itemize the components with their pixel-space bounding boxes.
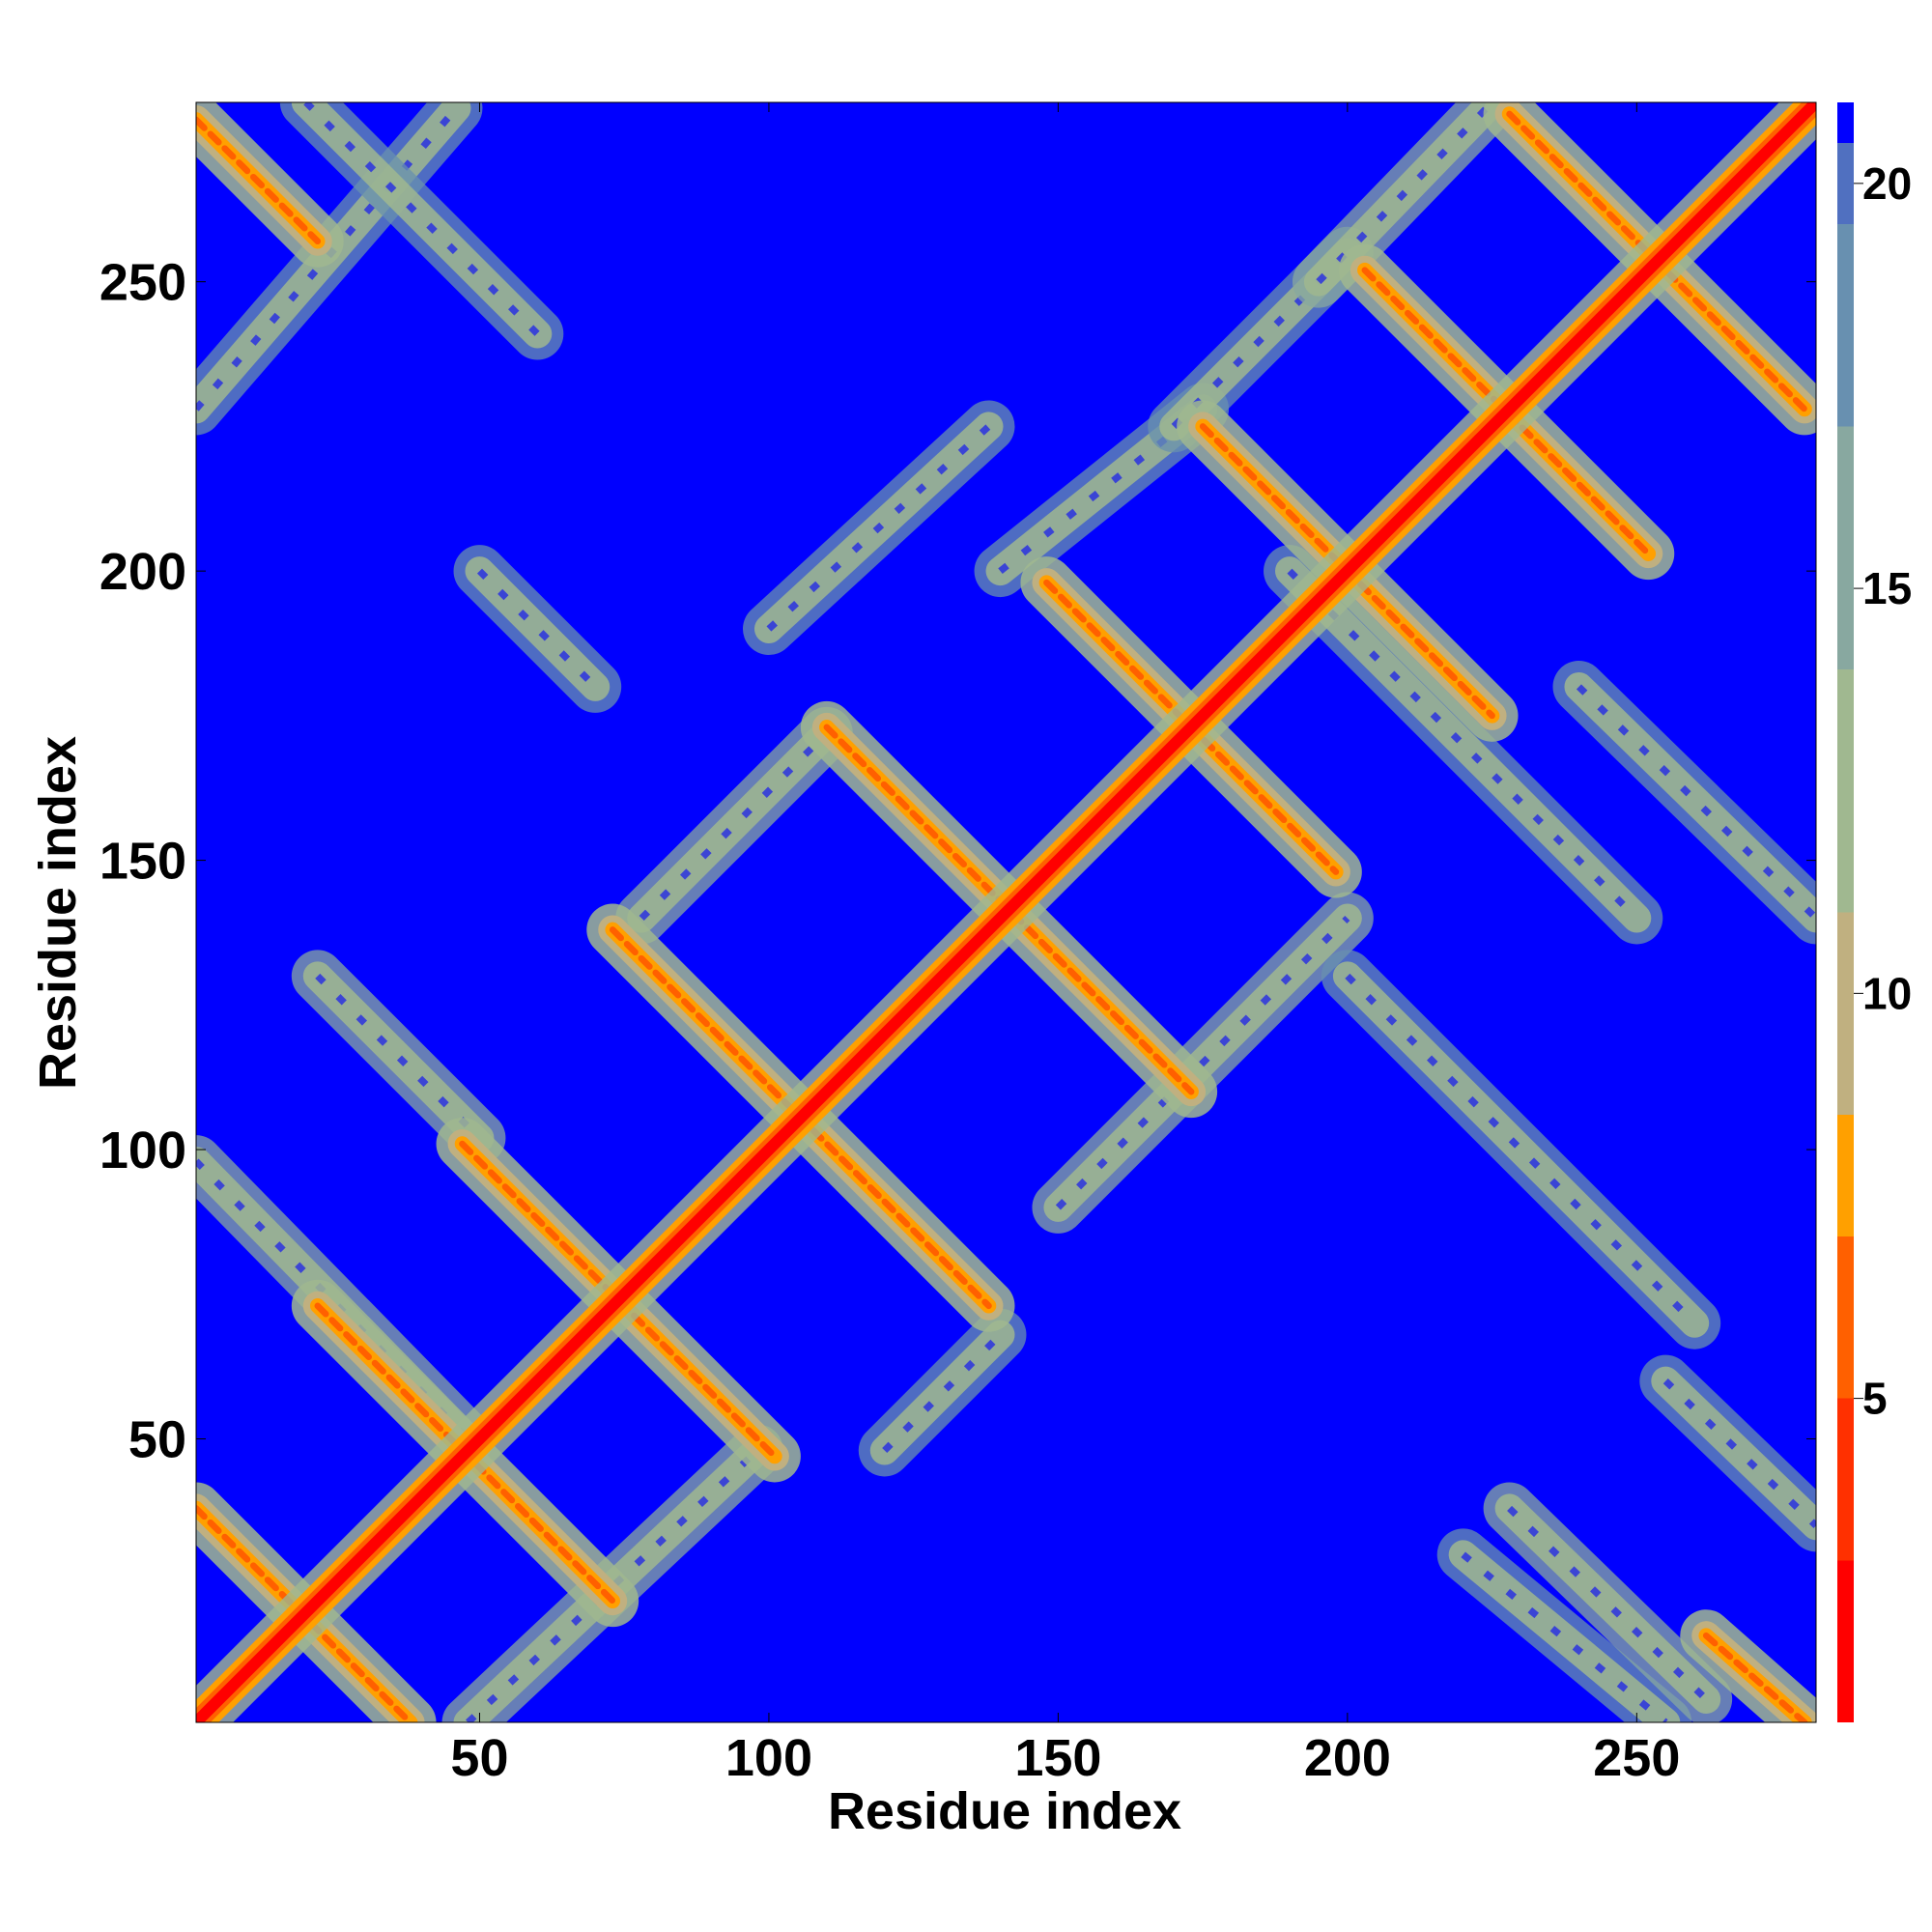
weak-band-core xyxy=(869,1320,1015,1465)
colorbar: 5 10 15 20 xyxy=(1837,102,1912,1722)
weak-band xyxy=(1552,660,1816,945)
colorbar-gradient xyxy=(1837,102,1854,1722)
weak-band-texture xyxy=(1316,102,1495,285)
colorbar-ticks: 5 10 15 20 xyxy=(1854,158,1912,1424)
x-axis-title: Residue index xyxy=(828,1782,1181,1840)
weak-band xyxy=(291,950,506,1165)
weak-band-texture xyxy=(1662,1378,1816,1528)
weak-band-core xyxy=(1564,671,1816,933)
colorbar-tick-label: 10 xyxy=(1862,968,1912,1018)
weak-band xyxy=(858,1308,1027,1477)
weak-band xyxy=(453,545,622,713)
weak-band-core xyxy=(302,961,495,1153)
weak-band-core xyxy=(627,718,841,933)
weak-band-texture xyxy=(766,423,991,632)
heatmap-plot-area xyxy=(195,101,1817,1723)
weak-band xyxy=(1483,1482,1733,1722)
weak-band xyxy=(742,400,1015,655)
x-tick-label: 150 xyxy=(1014,1729,1101,1787)
heatmap-bands xyxy=(196,102,1816,1722)
y-tick-label: 200 xyxy=(99,543,186,601)
weak-band xyxy=(279,102,564,360)
colorbar-tick-label: 20 xyxy=(1862,158,1912,209)
main-diagonal-core xyxy=(196,102,1816,1722)
weak-band-texture xyxy=(1055,915,1350,1210)
weak-band-core xyxy=(465,556,611,701)
x-tick-label: 50 xyxy=(450,1729,508,1787)
weak-band xyxy=(1264,545,1663,945)
strong-band-core xyxy=(196,116,322,245)
weak-band xyxy=(1321,950,1721,1350)
y-tick-label: 50 xyxy=(128,1411,186,1469)
strong-band xyxy=(1680,1609,1816,1722)
y-axis-ticks: 50 100 150 200 250 xyxy=(99,254,1816,1469)
weak-band xyxy=(1436,1528,1692,1722)
colorbar-tick-label: 5 xyxy=(1862,1374,1888,1424)
weak-band-texture xyxy=(196,105,460,412)
colorbar-tick-label: 15 xyxy=(1862,563,1912,613)
y-tick-label: 100 xyxy=(99,1122,186,1179)
weak-band-texture xyxy=(1345,973,1697,1326)
weak-band xyxy=(1639,1354,1816,1552)
strong-band-core xyxy=(1702,1632,1808,1722)
weak-band-core xyxy=(1448,1540,1681,1722)
y-axis-title: Residue index xyxy=(29,736,87,1090)
x-tick-label: 250 xyxy=(1593,1729,1680,1787)
weak-band xyxy=(615,706,853,945)
y-tick-label: 250 xyxy=(99,254,186,312)
weak-band-texture xyxy=(1287,568,1639,922)
plot-frame xyxy=(195,101,1817,1723)
x-tick-label: 100 xyxy=(725,1729,812,1787)
x-axis-ticks: 50 100 150 200 250 xyxy=(450,102,1680,1787)
weak-band xyxy=(1032,892,1374,1234)
x-tick-label: 200 xyxy=(1304,1729,1391,1787)
y-tick-label: 150 xyxy=(99,833,186,891)
weak-band-texture xyxy=(466,1447,760,1722)
main-diagonal xyxy=(196,102,1816,1722)
weak-band-core xyxy=(1494,1493,1721,1715)
weak-band-core xyxy=(291,102,553,349)
strong-band xyxy=(196,102,344,268)
